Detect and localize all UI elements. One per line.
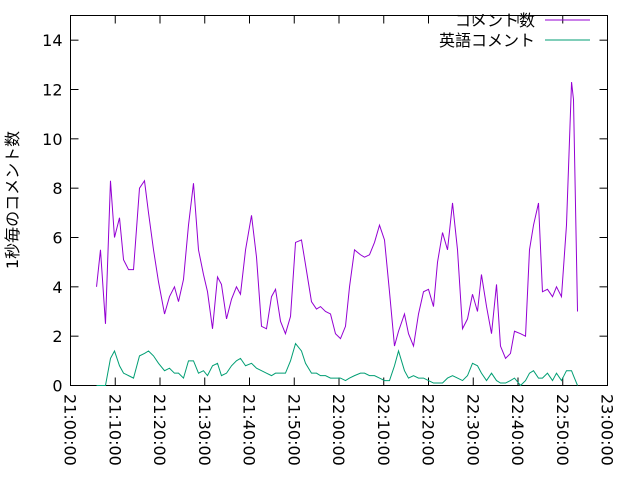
y-tick-label: 14: [42, 31, 62, 50]
x-tick-label: 21:10:00: [105, 394, 124, 466]
x-tick-label: 21:00:00: [61, 394, 80, 466]
x-tick-label: 21:20:00: [150, 394, 169, 466]
x-tick-label: 22:00:00: [329, 394, 348, 466]
y-tick-label: 8: [52, 179, 62, 198]
x-tick-label: 22:10:00: [374, 394, 393, 466]
series-line: [96, 82, 579, 360]
legend-label: 英語コメント: [439, 31, 535, 50]
y-tick-label: 10: [42, 130, 62, 149]
y-tick-label: 0: [52, 377, 62, 396]
x-tick-label: 21:40:00: [240, 394, 259, 466]
y-tick-label: 6: [52, 229, 62, 248]
plot-frame: [70, 15, 608, 386]
legend-label: コメント数: [455, 11, 535, 30]
x-tick-label: 23:00:00: [598, 394, 617, 466]
y-axis-label: 1秒毎のコメント数: [3, 131, 22, 269]
x-tick-label: 21:50:00: [284, 394, 303, 466]
x-tick-label: 22:50:00: [553, 394, 572, 466]
y-tick-label: 4: [52, 278, 62, 297]
x-tick-label: 22:40:00: [508, 394, 527, 466]
x-tick-label: 21:30:00: [195, 394, 214, 466]
y-tick-label: 12: [42, 81, 62, 100]
series-line: [96, 342, 578, 387]
x-tick-label: 22:30:00: [463, 394, 482, 466]
x-tick-label: 22:20:00: [419, 394, 438, 466]
y-tick-label: 2: [52, 327, 62, 346]
